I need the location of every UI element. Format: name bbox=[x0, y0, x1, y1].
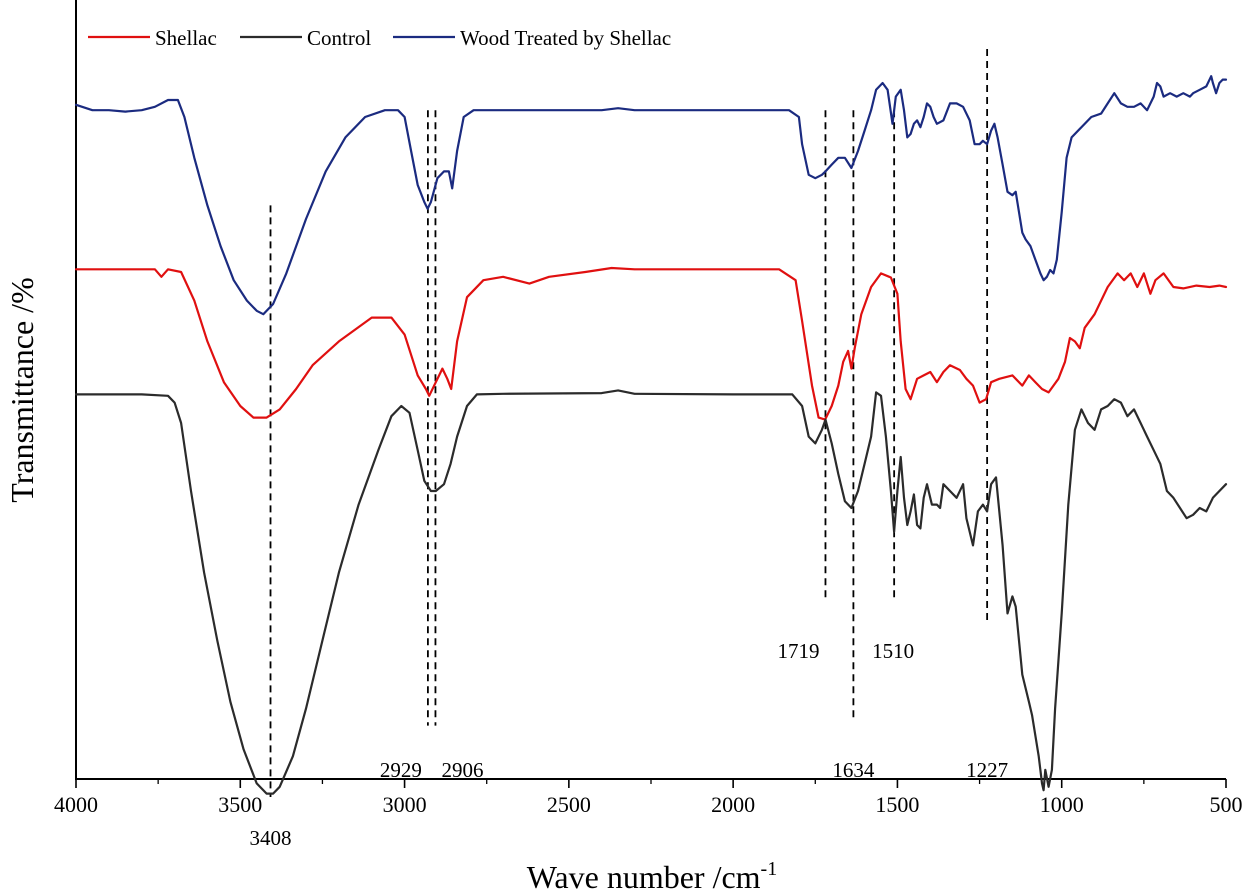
x-tick-label-2000: 2000 bbox=[711, 792, 755, 817]
peak-label-1510: 1510 bbox=[872, 639, 914, 663]
x-tick-label-2500: 2500 bbox=[547, 792, 591, 817]
x-axis-title-main: Wave number /cm bbox=[527, 859, 761, 895]
legend-label-wood-treated: Wood Treated by Shellac bbox=[460, 26, 671, 50]
series-line-shellac bbox=[74, 266, 1228, 421]
legend: Shellac Control Wood Treated by Shellac bbox=[88, 26, 671, 50]
legend-label-control: Control bbox=[307, 26, 371, 50]
peak-label-1634: 1634 bbox=[832, 758, 875, 782]
x-axis-title-superscript: -1 bbox=[761, 858, 778, 880]
x-axis-title: Wave number /cm-1 bbox=[527, 858, 777, 895]
x-tick-label-3000: 3000 bbox=[383, 792, 427, 817]
y-axis-title: Transmittance /% bbox=[4, 277, 40, 502]
peak-label-1227: 1227 bbox=[966, 758, 1008, 782]
series-line-control bbox=[74, 389, 1228, 795]
peak-label-2929: 2929 bbox=[380, 758, 422, 782]
x-tick-label-1500: 1500 bbox=[875, 792, 919, 817]
peak-label-1719: 1719 bbox=[777, 639, 819, 663]
x-tick-label-500: 500 bbox=[1210, 792, 1243, 817]
peak-label-3408: 3408 bbox=[250, 826, 292, 850]
legend-label-shellac: Shellac bbox=[155, 26, 217, 50]
plot-area: 4000 3500 3000 2500 2000 1500 1000 500 3408 2929 2… bbox=[54, 0, 1243, 850]
x-tick-label-4000: 4000 bbox=[54, 792, 98, 817]
peak-label-2906: 2906 bbox=[441, 758, 483, 782]
x-tick-label-3500: 3500 bbox=[218, 792, 262, 817]
series-line-wood-treated-by-shellac bbox=[74, 75, 1228, 316]
x-tick-label-1000: 1000 bbox=[1040, 792, 1084, 817]
